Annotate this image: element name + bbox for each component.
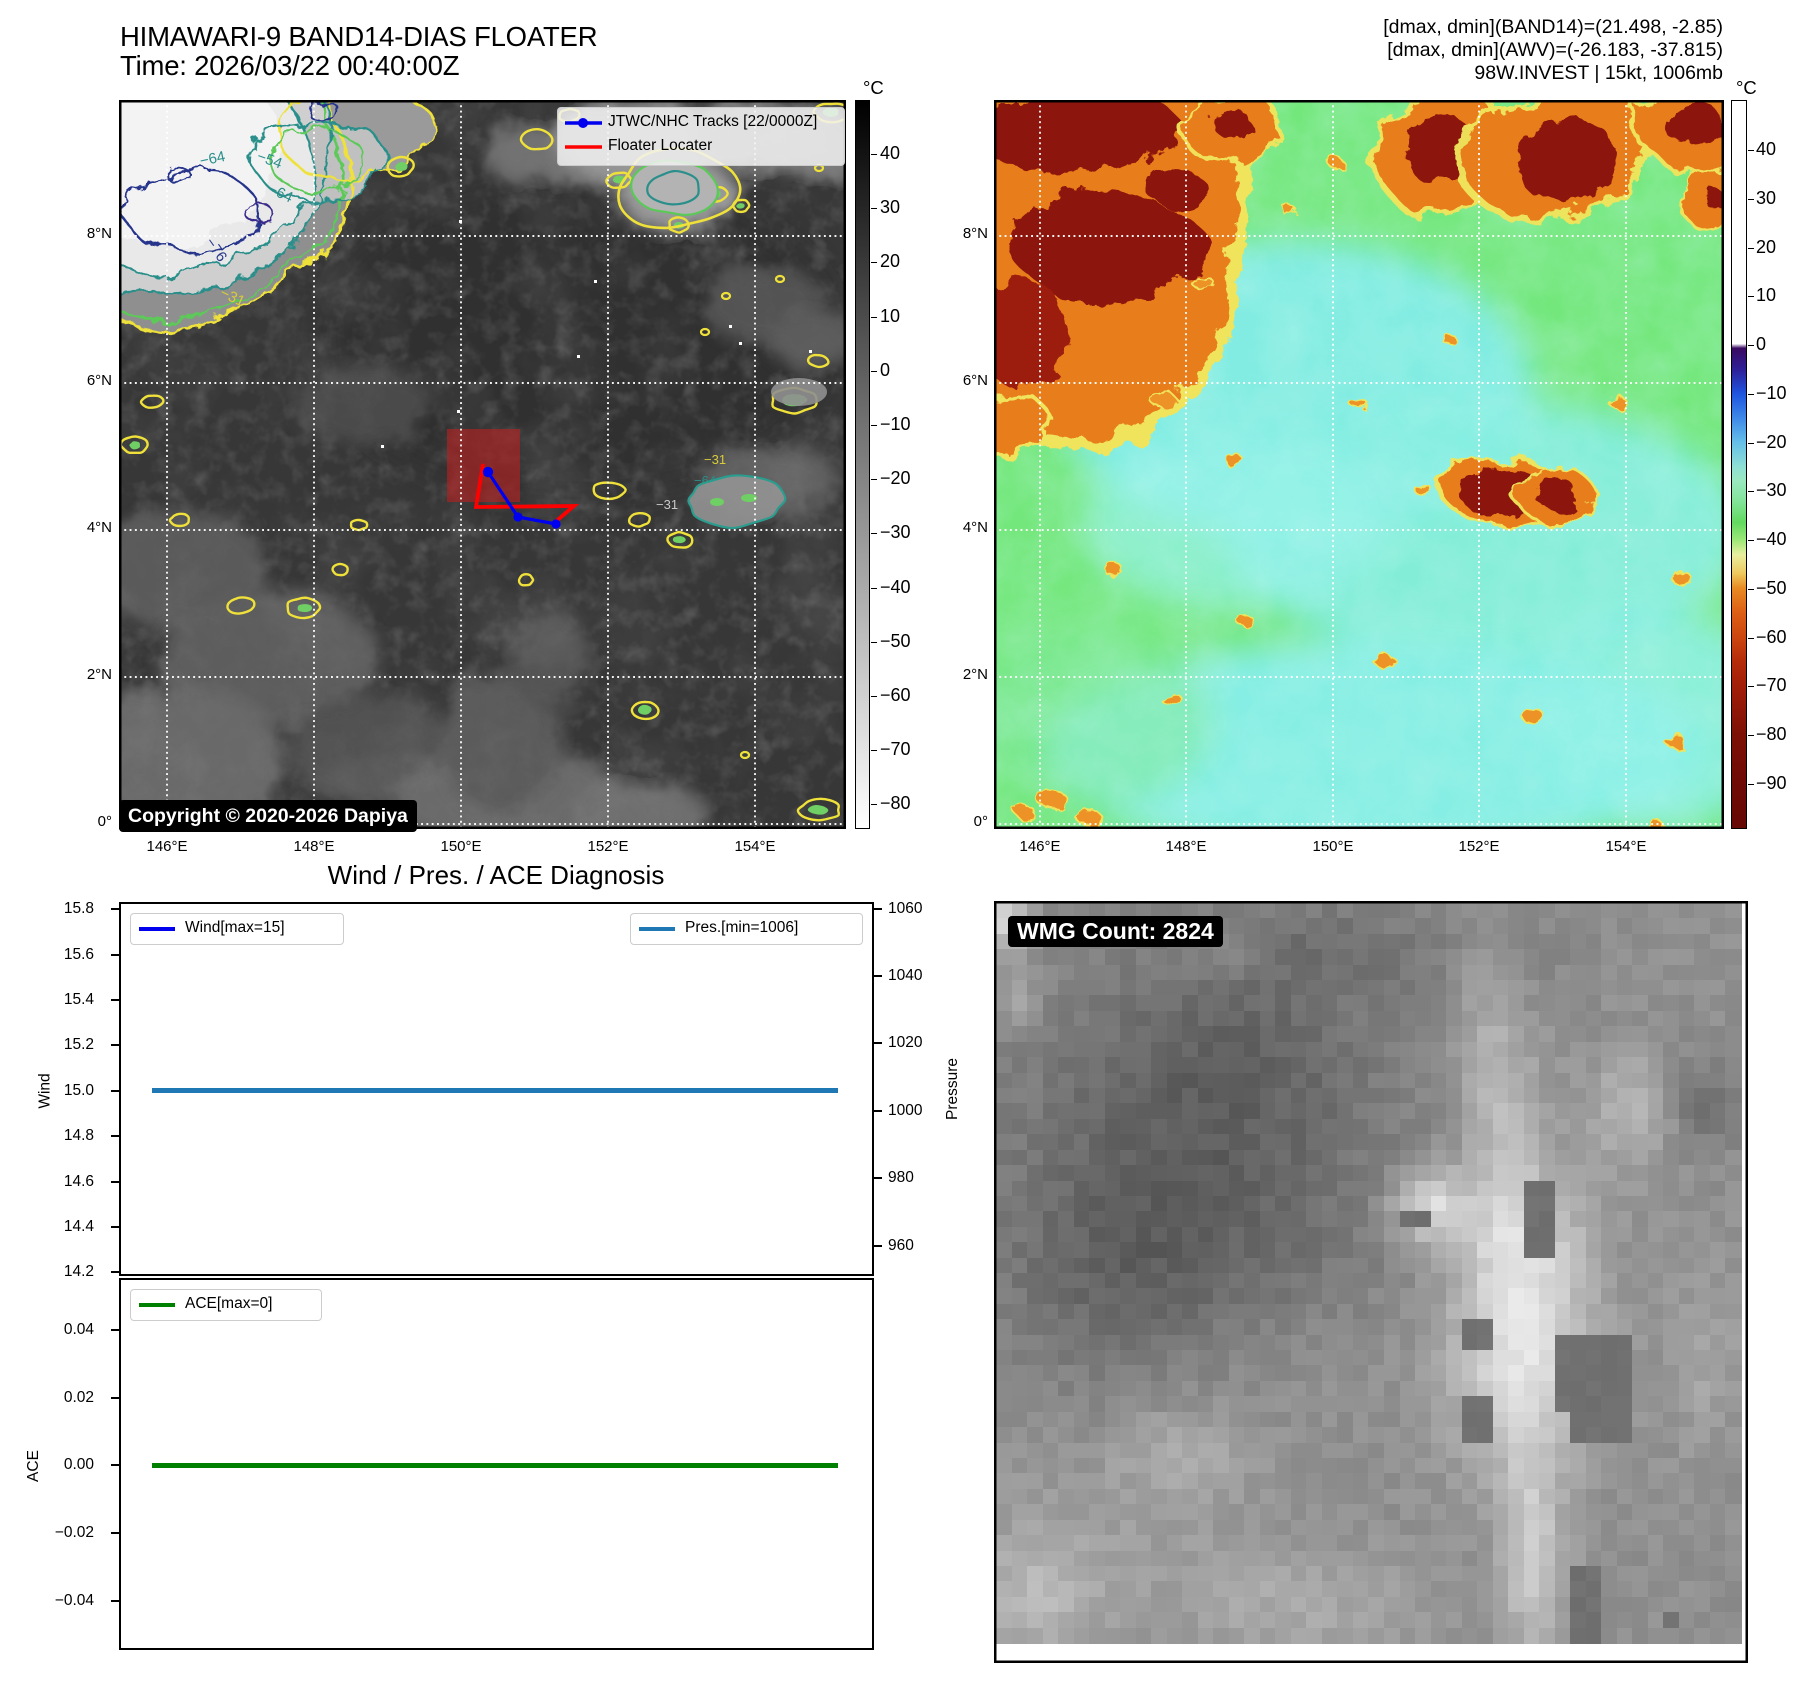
svg-text:−31: −31 — [704, 452, 726, 467]
svg-text:−64: −64 — [198, 148, 226, 170]
svg-text:−31: −31 — [656, 497, 678, 512]
